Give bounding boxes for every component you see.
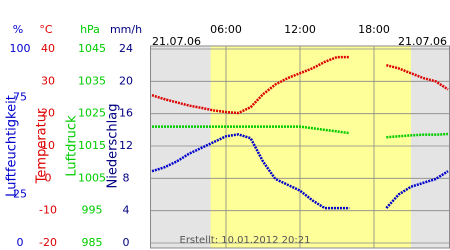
y-tick-label: 24 (119, 42, 133, 55)
date-right: 21.07.06 (398, 35, 447, 48)
series (152, 125, 449, 139)
axis-title: Luftdruck (65, 115, 80, 177)
y-tick-label: 75 (13, 91, 27, 104)
y-tick-label: 20 (119, 74, 133, 87)
y-tick-label: 12 (119, 139, 133, 152)
x-tick-label: 06:00 (210, 23, 242, 36)
y-tick-label: 0 (45, 171, 52, 184)
y-tick-label: 40 (41, 42, 55, 55)
y-tick-label: 20 (41, 107, 55, 120)
y-tick-label: 0 (123, 236, 130, 249)
x-tick-label: 12:00 (284, 23, 316, 36)
y-tick-label: -10 (39, 204, 57, 217)
y-tick-label: 4 (123, 204, 130, 217)
y-tick-label: 1025 (78, 107, 106, 120)
date-left: 21.07.06 (152, 35, 201, 48)
data-line (151, 133, 350, 210)
data-line (386, 63, 449, 91)
axis-title: Niederschlag (106, 104, 121, 189)
axis-unit: °C (39, 23, 53, 36)
footer: Erstellt: 10.01.2012 20:21 (180, 235, 311, 246)
axis-title: Luftfeuchtigkeit (5, 95, 20, 197)
y-tick-label: 30 (41, 74, 55, 87)
y-tick-label: -20 (39, 236, 57, 249)
y-tick-label: 1045 (78, 42, 106, 55)
series (151, 55, 449, 115)
data-line (151, 55, 350, 115)
y-tick-label: 995 (82, 204, 103, 217)
y-tick-label: 10 (41, 139, 55, 152)
axis-unit: hPa (80, 23, 100, 36)
y-tick-label: 985 (82, 236, 103, 249)
axis-title: Temperatur (35, 108, 50, 184)
axis-unit: % (13, 23, 23, 36)
data-line (386, 132, 449, 139)
axis-unit: mm/h (110, 23, 142, 36)
x-tick-label: 18:00 (358, 23, 390, 36)
daylight-band (210, 46, 411, 248)
data-line (385, 170, 449, 209)
y-tick-label: 1005 (78, 171, 106, 184)
y-tick-label: 16 (119, 107, 133, 120)
y-tick-label: 25 (13, 188, 27, 201)
y-tick-label: 8 (123, 171, 130, 184)
y-tick-label: 100 (10, 42, 31, 55)
y-tick-label: 1015 (78, 139, 106, 152)
y-tick-label: 0 (17, 236, 24, 249)
y-tick-label: 1035 (78, 74, 106, 87)
series (151, 133, 449, 210)
